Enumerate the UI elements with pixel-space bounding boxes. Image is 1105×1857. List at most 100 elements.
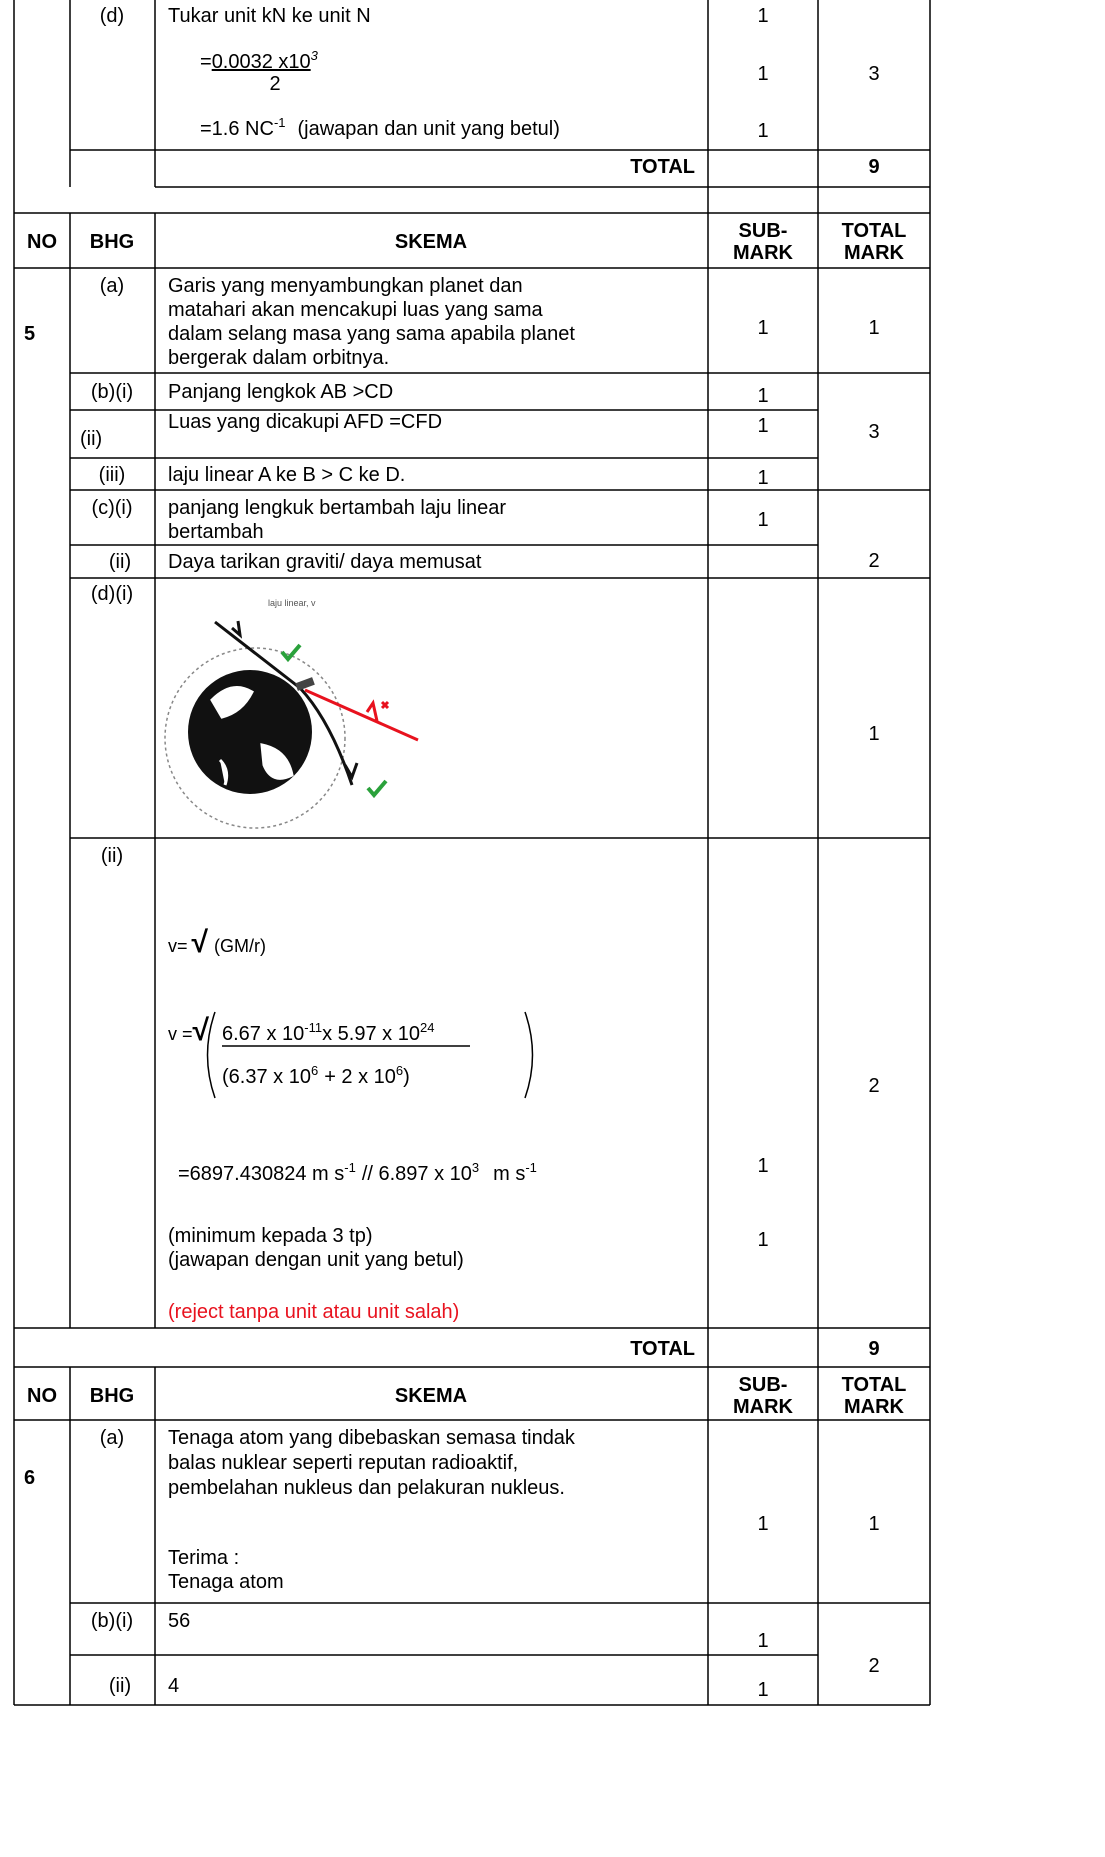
text-run: BHG xyxy=(90,1385,134,1407)
text-run: TOTAL xyxy=(630,156,695,178)
text-run: NO xyxy=(27,1385,57,1407)
text-run: // 6.897 x 10 xyxy=(362,1163,472,1185)
text-run: 1 xyxy=(868,1513,879,1535)
text-run: (jawapan dan unit yang betul) xyxy=(298,118,560,140)
text-run: (6.37 x 10 xyxy=(222,1066,311,1088)
text: (b)(i) xyxy=(91,381,133,403)
text-run: 1 xyxy=(757,1630,768,1652)
text-run: (d)(i) xyxy=(91,583,133,605)
text: 6 xyxy=(24,1467,35,1489)
text-run: dalam selang masa yang sama apabila plan… xyxy=(168,323,575,345)
sub-mark: 1 xyxy=(757,415,768,437)
text: Terima : xyxy=(168,1547,239,1569)
header: SUB- xyxy=(739,220,788,242)
text: (d) xyxy=(100,5,124,27)
text-run: (b)(i) xyxy=(91,1610,133,1632)
text-run: TOTAL xyxy=(630,1338,695,1360)
text-run: (ii) xyxy=(80,428,102,450)
header: TOTAL xyxy=(842,220,907,242)
text-run: Tenaga atom yang dibebaskan semasa tinda… xyxy=(168,1427,576,1449)
header: MARK xyxy=(733,242,794,264)
text-run: =1.6 NC xyxy=(200,118,274,140)
text-run: m s xyxy=(493,1163,525,1185)
text-run: (a) xyxy=(100,1427,124,1449)
text-run: ) xyxy=(403,1066,410,1088)
text: v =√ xyxy=(168,1014,210,1047)
text-run: balas nuklear seperti reputan radioaktif… xyxy=(168,1452,518,1474)
sub-mark: 1 xyxy=(757,1155,768,1177)
text-run: 1 xyxy=(757,1679,768,1701)
superscript: 24 xyxy=(420,1020,434,1035)
text-run: v= xyxy=(168,936,188,956)
text: =1.6 NC-1 (jawapan dan unit yang betul) xyxy=(200,115,560,140)
sub-mark: 1 xyxy=(757,317,768,339)
header: NO xyxy=(27,1385,57,1407)
text-run: (iii) xyxy=(99,464,126,486)
text-run: (b)(i) xyxy=(91,381,133,403)
text: laju linear A ke B > C ke D. xyxy=(168,464,405,486)
text-run: (ii) xyxy=(109,1675,131,1697)
text: 6.67 x 10-11x 5.97 x 1024 xyxy=(222,1020,434,1045)
total-mark: 1 xyxy=(868,723,879,745)
text: (iii) xyxy=(99,464,126,486)
text-run: 1 xyxy=(757,467,768,489)
text: laju linear, v xyxy=(268,598,316,608)
text: bergerak dalam orbitnya. xyxy=(168,347,389,369)
text-run: BHG xyxy=(90,231,134,253)
superscript: -1 xyxy=(274,115,286,130)
header: MARK xyxy=(844,1396,905,1418)
text: (a) xyxy=(100,275,124,297)
superscript: -11 xyxy=(304,1020,322,1035)
text-run: TOTAL xyxy=(842,1374,907,1396)
text-run: (ii) xyxy=(109,551,131,573)
text-run: (a) xyxy=(100,275,124,297)
check-marks xyxy=(280,643,388,799)
text-run: SKEMA xyxy=(395,231,467,253)
total-mark: 9 xyxy=(868,1338,879,1360)
text: Daya tarikan graviti/ daya memusat xyxy=(168,551,482,573)
header: TOTAL xyxy=(842,1374,907,1396)
total-mark: 9 xyxy=(868,156,879,178)
orbit-diagram xyxy=(164,620,534,1099)
satellite xyxy=(295,677,315,691)
earth-ocean xyxy=(210,686,294,786)
total-mark: 3 xyxy=(868,421,879,443)
text: TOTAL xyxy=(630,1338,695,1360)
header: SKEMA xyxy=(395,231,467,253)
text-run: NO xyxy=(27,231,57,253)
text: Tenaga atom xyxy=(168,1571,284,1593)
header: NO xyxy=(27,231,57,253)
text-run: 4 xyxy=(168,1675,179,1697)
text-run: 1 xyxy=(868,317,879,339)
text-run: Tukar unit kN ke unit N xyxy=(168,5,371,27)
text: (6.37 x 106 + 2 x 106) xyxy=(222,1063,410,1088)
header: SKEMA xyxy=(395,1385,467,1407)
text: Luas yang dicakupi AFD =CFD xyxy=(168,411,442,433)
text-run: MARK xyxy=(733,242,794,264)
text-run: laju linear, v xyxy=(268,598,316,608)
text-run: 9 xyxy=(868,156,879,178)
sub-mark: 1 xyxy=(757,385,768,407)
text-run: SUB- xyxy=(739,220,788,242)
text-run: Terima : xyxy=(168,1547,239,1569)
text-run: (jawapan dengan unit yang betul) xyxy=(168,1249,464,1271)
text-run: 2 xyxy=(868,1075,879,1097)
text: (b)(i) xyxy=(91,1610,133,1632)
text-run: laju linear A ke B > C ke D. xyxy=(168,464,405,486)
superscript: -1 xyxy=(344,1160,356,1175)
sub-mark: 1 xyxy=(757,1513,768,1535)
text-run: = xyxy=(200,51,212,73)
superscript: 3 xyxy=(472,1160,479,1175)
text-run: 6.67 x 10 xyxy=(222,1023,304,1045)
text-run: 1 xyxy=(757,415,768,437)
text-run: (GM/r) xyxy=(214,936,266,956)
text-run: bertambah xyxy=(168,521,264,543)
text-run: 1 xyxy=(757,317,768,339)
text: pembelahan nukleus dan pelakuran nukleus… xyxy=(168,1477,565,1499)
text: bertambah xyxy=(168,521,264,543)
text-run: 1 xyxy=(757,1513,768,1535)
text-run: 2 xyxy=(868,1655,879,1677)
text: balas nuklear seperti reputan radioaktif… xyxy=(168,1452,518,1474)
text-run: 6 xyxy=(24,1467,35,1489)
total-mark: 1 xyxy=(868,1513,879,1535)
